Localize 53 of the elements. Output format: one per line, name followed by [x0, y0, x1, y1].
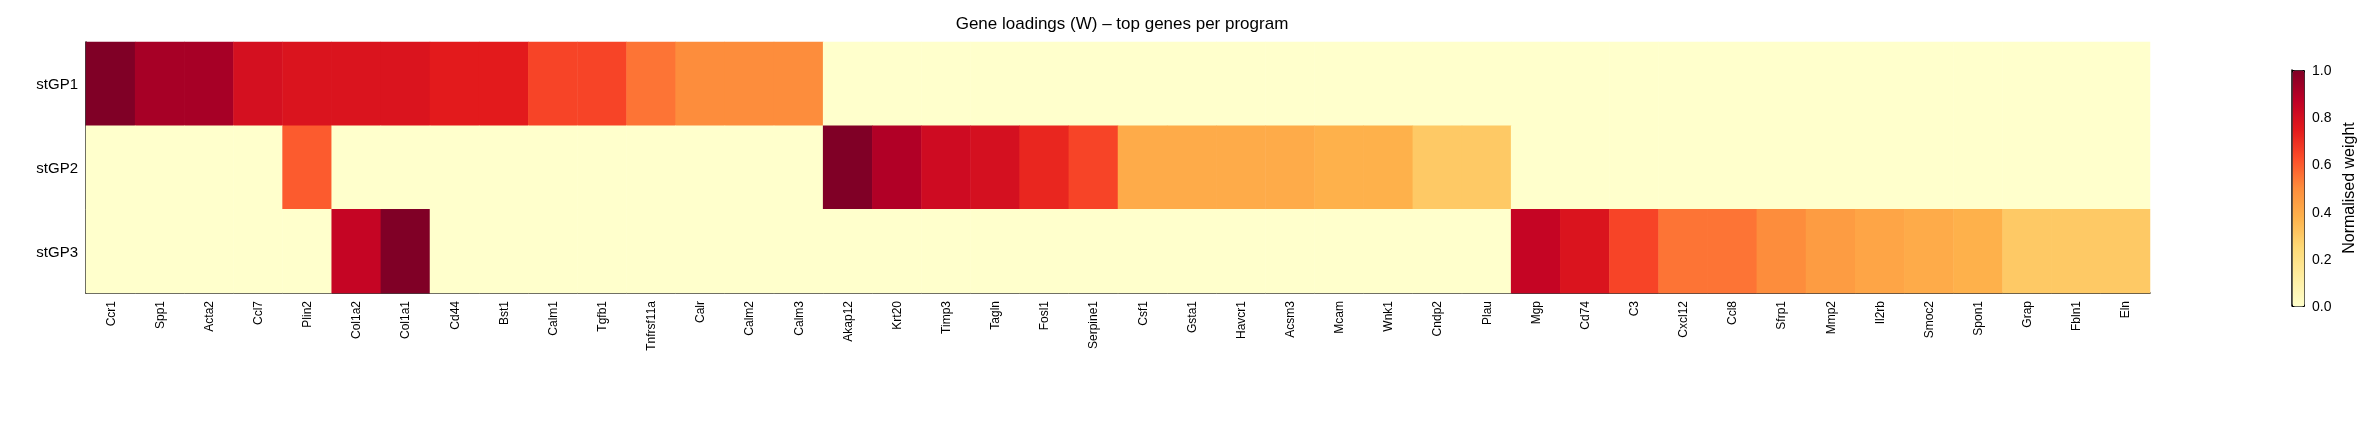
x-tick-label: Acta2: [201, 300, 216, 332]
x-tick-label: Calm3: [791, 300, 806, 336]
x-tick-label: Krt20: [889, 300, 904, 330]
color-bar-label: 1.0: [2312, 62, 2332, 78]
x-tick-label: Cxcl12: [1676, 300, 1691, 338]
x-tick-label: Grap: [2020, 300, 2035, 328]
x-tick-label: Csf1: [1135, 300, 1150, 326]
color-bar-label: 0.4: [2312, 203, 2332, 220]
x-tick-label: Il2rb: [1872, 300, 1887, 325]
color-bar-label: 0.0: [2312, 298, 2332, 314]
x-tick-label: Mgp: [1528, 300, 1543, 325]
x-tick-label: Mcam: [1332, 301, 1347, 334]
x-tick-label: Cd44: [447, 300, 462, 330]
x-tick-label: Gsta1: [1184, 300, 1199, 334]
x-tick-label: Havcr1: [1233, 300, 1248, 340]
color-bar-label: 0.8: [2312, 109, 2332, 126]
x-tick-label: Col1a2: [349, 300, 364, 340]
x-tick-label: Tnfrsf11a: [644, 300, 659, 351]
x-tick-label: Akap12: [840, 300, 855, 342]
color-bar-title: Normalised weight: [2339, 121, 2357, 254]
x-tick-label: Plau: [1479, 301, 1494, 326]
x-tick-label: Spon1: [1971, 300, 1985, 336]
x-tick-label: Calm2: [742, 300, 757, 336]
x-tick-label: Ccr1: [103, 300, 118, 327]
color-bar-label: 0.6: [2312, 156, 2332, 173]
x-tick-label: Wnk1: [1381, 300, 1396, 332]
x-tick-label: Col1a1: [398, 300, 413, 340]
x-tick-label: Serpine1: [1086, 300, 1101, 350]
x-tick-label: Ccl7: [251, 300, 265, 326]
x-tick-label: Bst1: [496, 300, 511, 326]
x-tick-label: Mmp2: [1823, 300, 1838, 335]
y-tick-label: stGP2: [36, 159, 78, 176]
y-tick-label: stGP1: [36, 75, 78, 93]
x-tick-label: Cndp2: [1430, 300, 1445, 337]
x-tick-label: Fosl1: [1037, 300, 1052, 331]
color-bar-label: 0.2: [2312, 250, 2332, 267]
x-tick-label: Spp1: [152, 300, 167, 330]
x-tick-label: Plin2: [300, 300, 315, 328]
x-tick-label: Smoc2: [1921, 300, 1936, 339]
chart-title: Gene loadings (W) – top genes per program: [955, 14, 1289, 33]
x-tick-label: Ccl8: [1725, 300, 1740, 326]
x-tick-label: Sfrp1: [1774, 300, 1789, 330]
x-tick-label: Calr: [693, 301, 708, 324]
x-tick-label: Tagln: [988, 301, 1003, 330]
x-tick-label: Eln: [2118, 301, 2133, 319]
x-tick-label: Tgfb1: [595, 300, 609, 332]
x-tick-label: Acsm3: [1283, 300, 1297, 338]
y-tick-label: stGP3: [36, 242, 78, 260]
x-tick-label: Timp3: [939, 300, 953, 334]
x-tick-label: Calm1: [545, 300, 560, 336]
x-tick-label: Cd74: [1577, 300, 1592, 330]
x-tick-label: C3: [1627, 300, 1641, 317]
x-tick-label: Fbln1: [2069, 300, 2084, 332]
